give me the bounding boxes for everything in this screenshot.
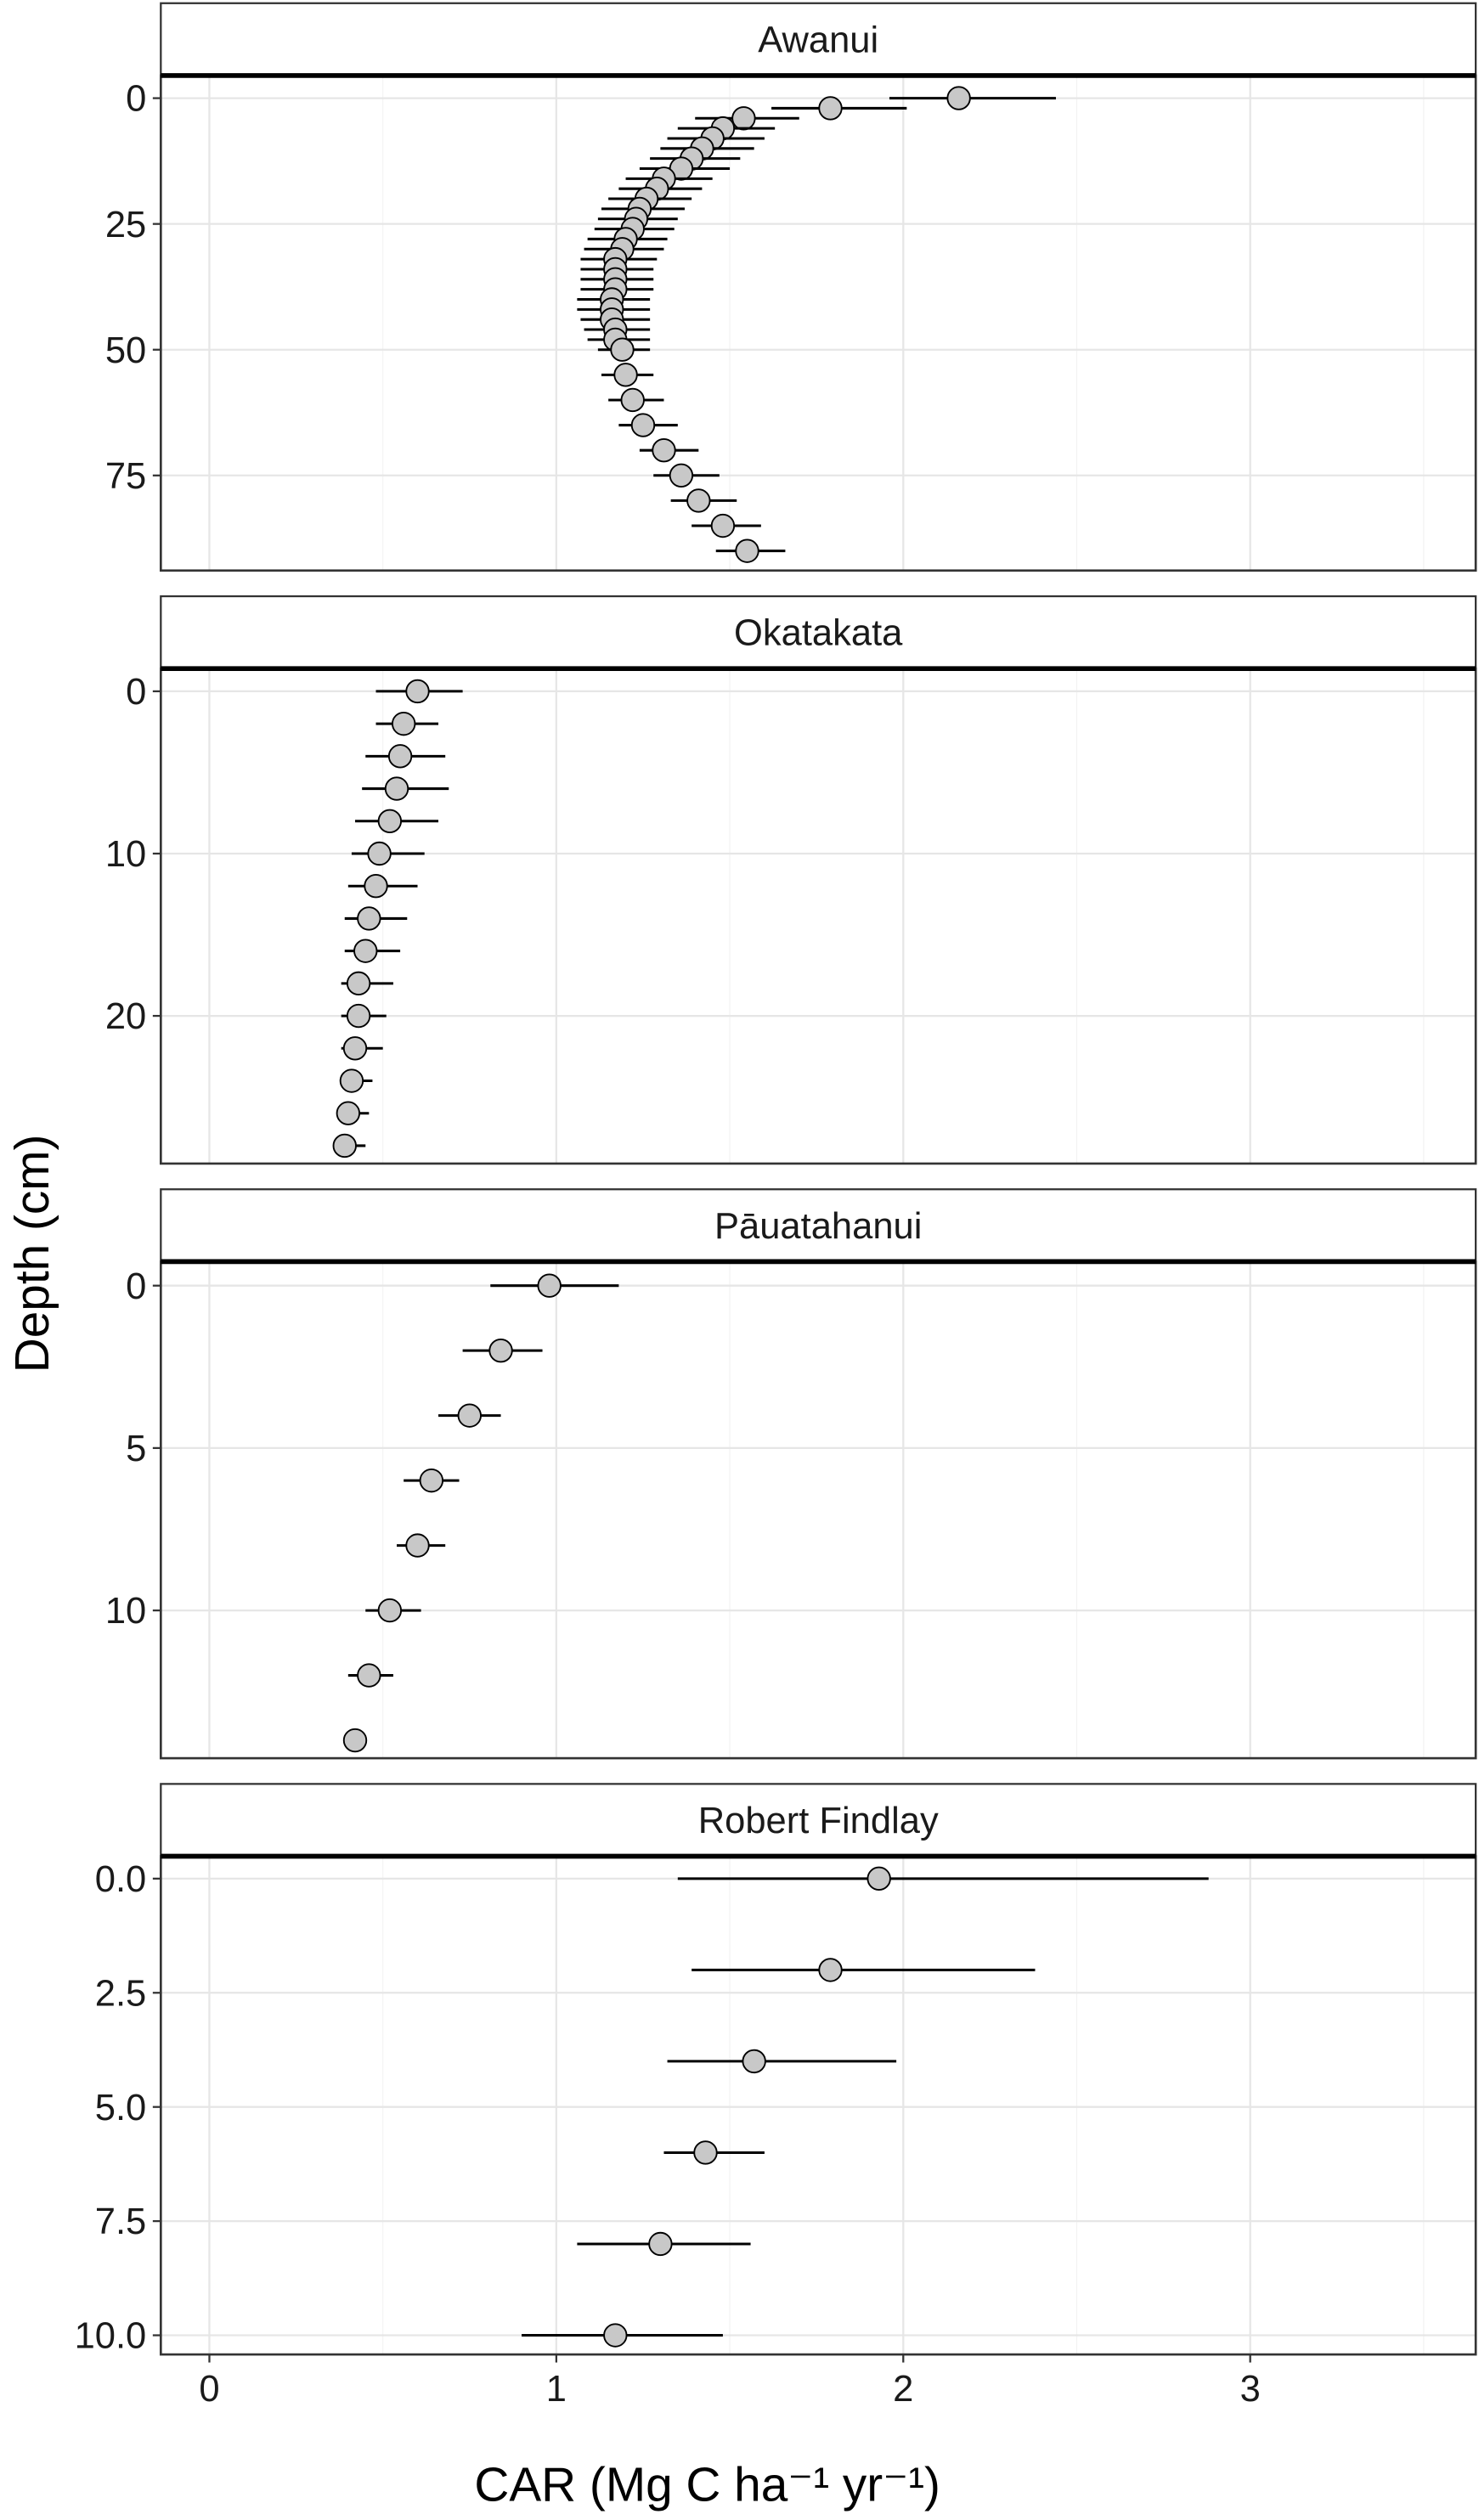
plot-background xyxy=(161,75,1476,571)
y-tick-label: 10 xyxy=(105,834,146,875)
data-point xyxy=(620,387,645,413)
y-tick-label: 25 xyxy=(105,205,146,245)
data-point xyxy=(353,939,378,963)
data-point xyxy=(710,513,736,538)
data-point xyxy=(391,711,416,736)
data-point xyxy=(346,1003,371,1029)
x-axis: 0 1 2 3 xyxy=(199,2354,1261,2410)
y-tick-label: 10.0 xyxy=(75,2316,147,2357)
data-point xyxy=(342,1036,368,1061)
data-point xyxy=(357,1663,381,1688)
data-point xyxy=(735,538,759,563)
data-point xyxy=(742,2049,766,2074)
data-point xyxy=(537,1273,562,1298)
data-point xyxy=(603,2323,628,2348)
strip-header xyxy=(160,1783,1477,1858)
data-point xyxy=(610,337,635,362)
y-tick-label: 5.0 xyxy=(95,2088,146,2128)
panels: 0 25 50 75 Awanui 0 10 20 Okatakata 0 5 10 Pāuatahan… xyxy=(75,2,1477,2357)
data-point xyxy=(346,971,371,996)
data-point xyxy=(419,1468,444,1493)
data-point xyxy=(488,1338,513,1363)
x-tick-label: 0 xyxy=(199,2369,219,2410)
data-point xyxy=(630,413,656,437)
data-point xyxy=(377,1598,403,1623)
plot-background xyxy=(161,1261,1476,1759)
y-tick-label: 2.5 xyxy=(95,1973,146,2014)
strip-label: Awanui xyxy=(758,20,878,60)
data-point xyxy=(387,744,413,769)
y-tick-label: 5 xyxy=(126,1429,146,1469)
data-point xyxy=(613,363,638,387)
data-point xyxy=(384,776,409,801)
y-tick-label: 0 xyxy=(126,79,146,120)
strip-label: Robert Findlay xyxy=(698,1801,939,1841)
data-point xyxy=(367,841,392,866)
data-point xyxy=(339,1068,364,1093)
y-tick-label: 0 xyxy=(126,672,146,713)
x-tick-label: 2 xyxy=(893,2369,913,2410)
y-tick-label: 50 xyxy=(105,330,146,371)
y-tick-label: 0.0 xyxy=(95,1859,146,1900)
data-point xyxy=(332,1133,357,1159)
y-axis-title: Depth (cm) xyxy=(6,1135,59,1373)
panel-okatakata: 0 10 20 Okatakata xyxy=(105,595,1477,1165)
data-point xyxy=(693,2140,718,2165)
data-point xyxy=(946,86,971,110)
y-tick-label: 75 xyxy=(105,456,146,497)
data-point xyxy=(669,463,694,488)
strip-label: Okatakata xyxy=(734,613,903,654)
data-point xyxy=(457,1403,482,1428)
data-point xyxy=(731,106,756,131)
data-point xyxy=(405,679,430,704)
panel-p-uatahanui: 0 5 10 Pāuatahanui xyxy=(105,1188,1477,1760)
data-point xyxy=(818,1958,843,1982)
data-point xyxy=(336,1101,361,1125)
x-tick-label: 1 xyxy=(546,2369,567,2410)
y-tick-label: 20 xyxy=(105,996,146,1037)
data-point xyxy=(818,96,843,121)
data-point xyxy=(405,1533,430,1558)
data-point xyxy=(686,488,711,513)
y-tick-label: 7.5 xyxy=(95,2201,146,2242)
y-tick-label: 10 xyxy=(105,1591,146,1632)
data-point xyxy=(364,874,388,899)
x-axis-title: CAR (Mg C ha⁻¹ yr⁻¹) xyxy=(474,2458,940,2512)
strip-header xyxy=(160,595,1477,670)
panel-robert-findlay: 0.0 2.5 5.0 7.5 10.0 Robert Findlay xyxy=(75,1783,1477,2357)
data-point xyxy=(342,1728,368,1753)
strip-label: Pāuatahanui xyxy=(714,1206,922,1247)
y-tick-label: 0 xyxy=(126,1266,146,1307)
panel-awanui: 0 25 50 75 Awanui xyxy=(105,2,1477,572)
data-point xyxy=(652,437,676,463)
x-tick-label: 3 xyxy=(1240,2369,1261,2410)
data-point xyxy=(377,809,403,833)
data-point xyxy=(357,906,381,931)
plot-background xyxy=(161,1856,1476,2355)
data-point xyxy=(867,1866,891,1891)
strip-header xyxy=(160,1188,1477,1263)
data-point xyxy=(648,2231,673,2257)
